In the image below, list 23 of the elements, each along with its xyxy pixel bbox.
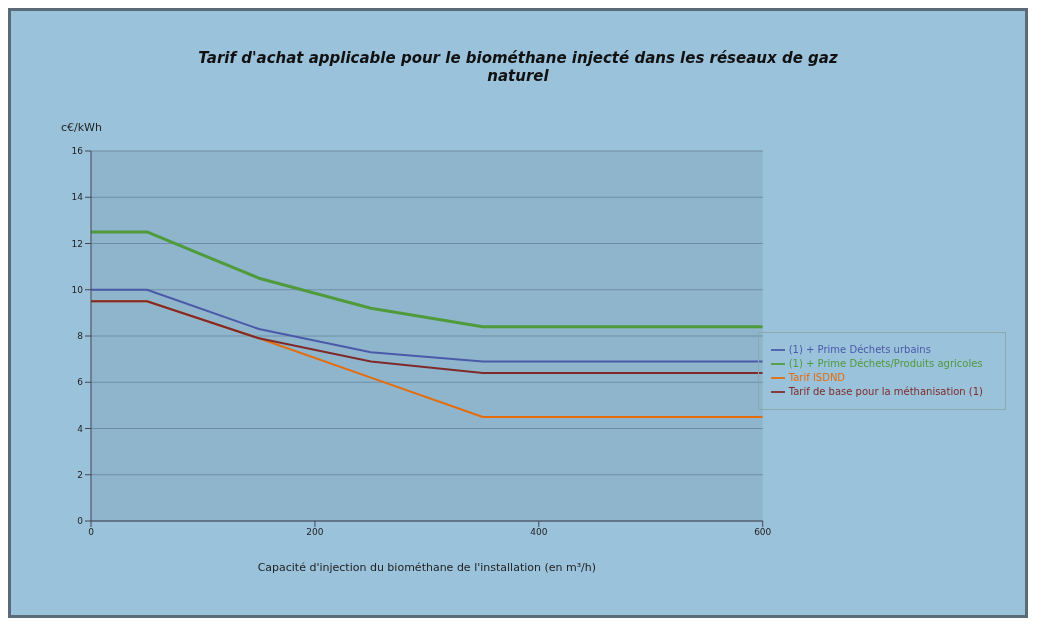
y-tick-label: 0	[77, 516, 84, 527]
legend-label: Tarif de base pour la méthanisation (1)	[788, 386, 983, 397]
y-tick-label: 12	[71, 238, 83, 249]
y-tick-label: 6	[77, 377, 84, 388]
y-tick-label: 16	[71, 146, 84, 157]
y-tick-label: 2	[77, 469, 83, 480]
y-tick-label: 8	[77, 331, 84, 342]
legend-label: (1) + Prime Déchets/Produits agricoles	[788, 358, 983, 369]
y-axis-title: c€/kWh	[61, 121, 102, 134]
x-tick-label: 400	[530, 527, 548, 538]
x-axis-title: Capacité d'injection du biométhane de l'installation (en m³/h)	[257, 561, 597, 574]
chart-title: Tarif d'achat applicable pour le biométhane injecté dans les réseaux de gaz naturel	[197, 48, 839, 85]
line-series	[91, 230, 763, 329]
line-series	[91, 288, 763, 363]
line-series	[91, 300, 763, 374]
legend-label: (1) + Prime Déchets urbains	[788, 344, 931, 355]
x-tick-label: 600	[754, 527, 772, 538]
y-tick-label: 4	[77, 423, 84, 434]
x-tick-label: 0	[88, 527, 95, 538]
x-tick-label: 200	[306, 527, 324, 538]
y-tick-label: 10	[71, 284, 84, 295]
y-tick-label: 14	[71, 192, 84, 203]
legend-label: Tarif ISDND	[788, 372, 846, 383]
